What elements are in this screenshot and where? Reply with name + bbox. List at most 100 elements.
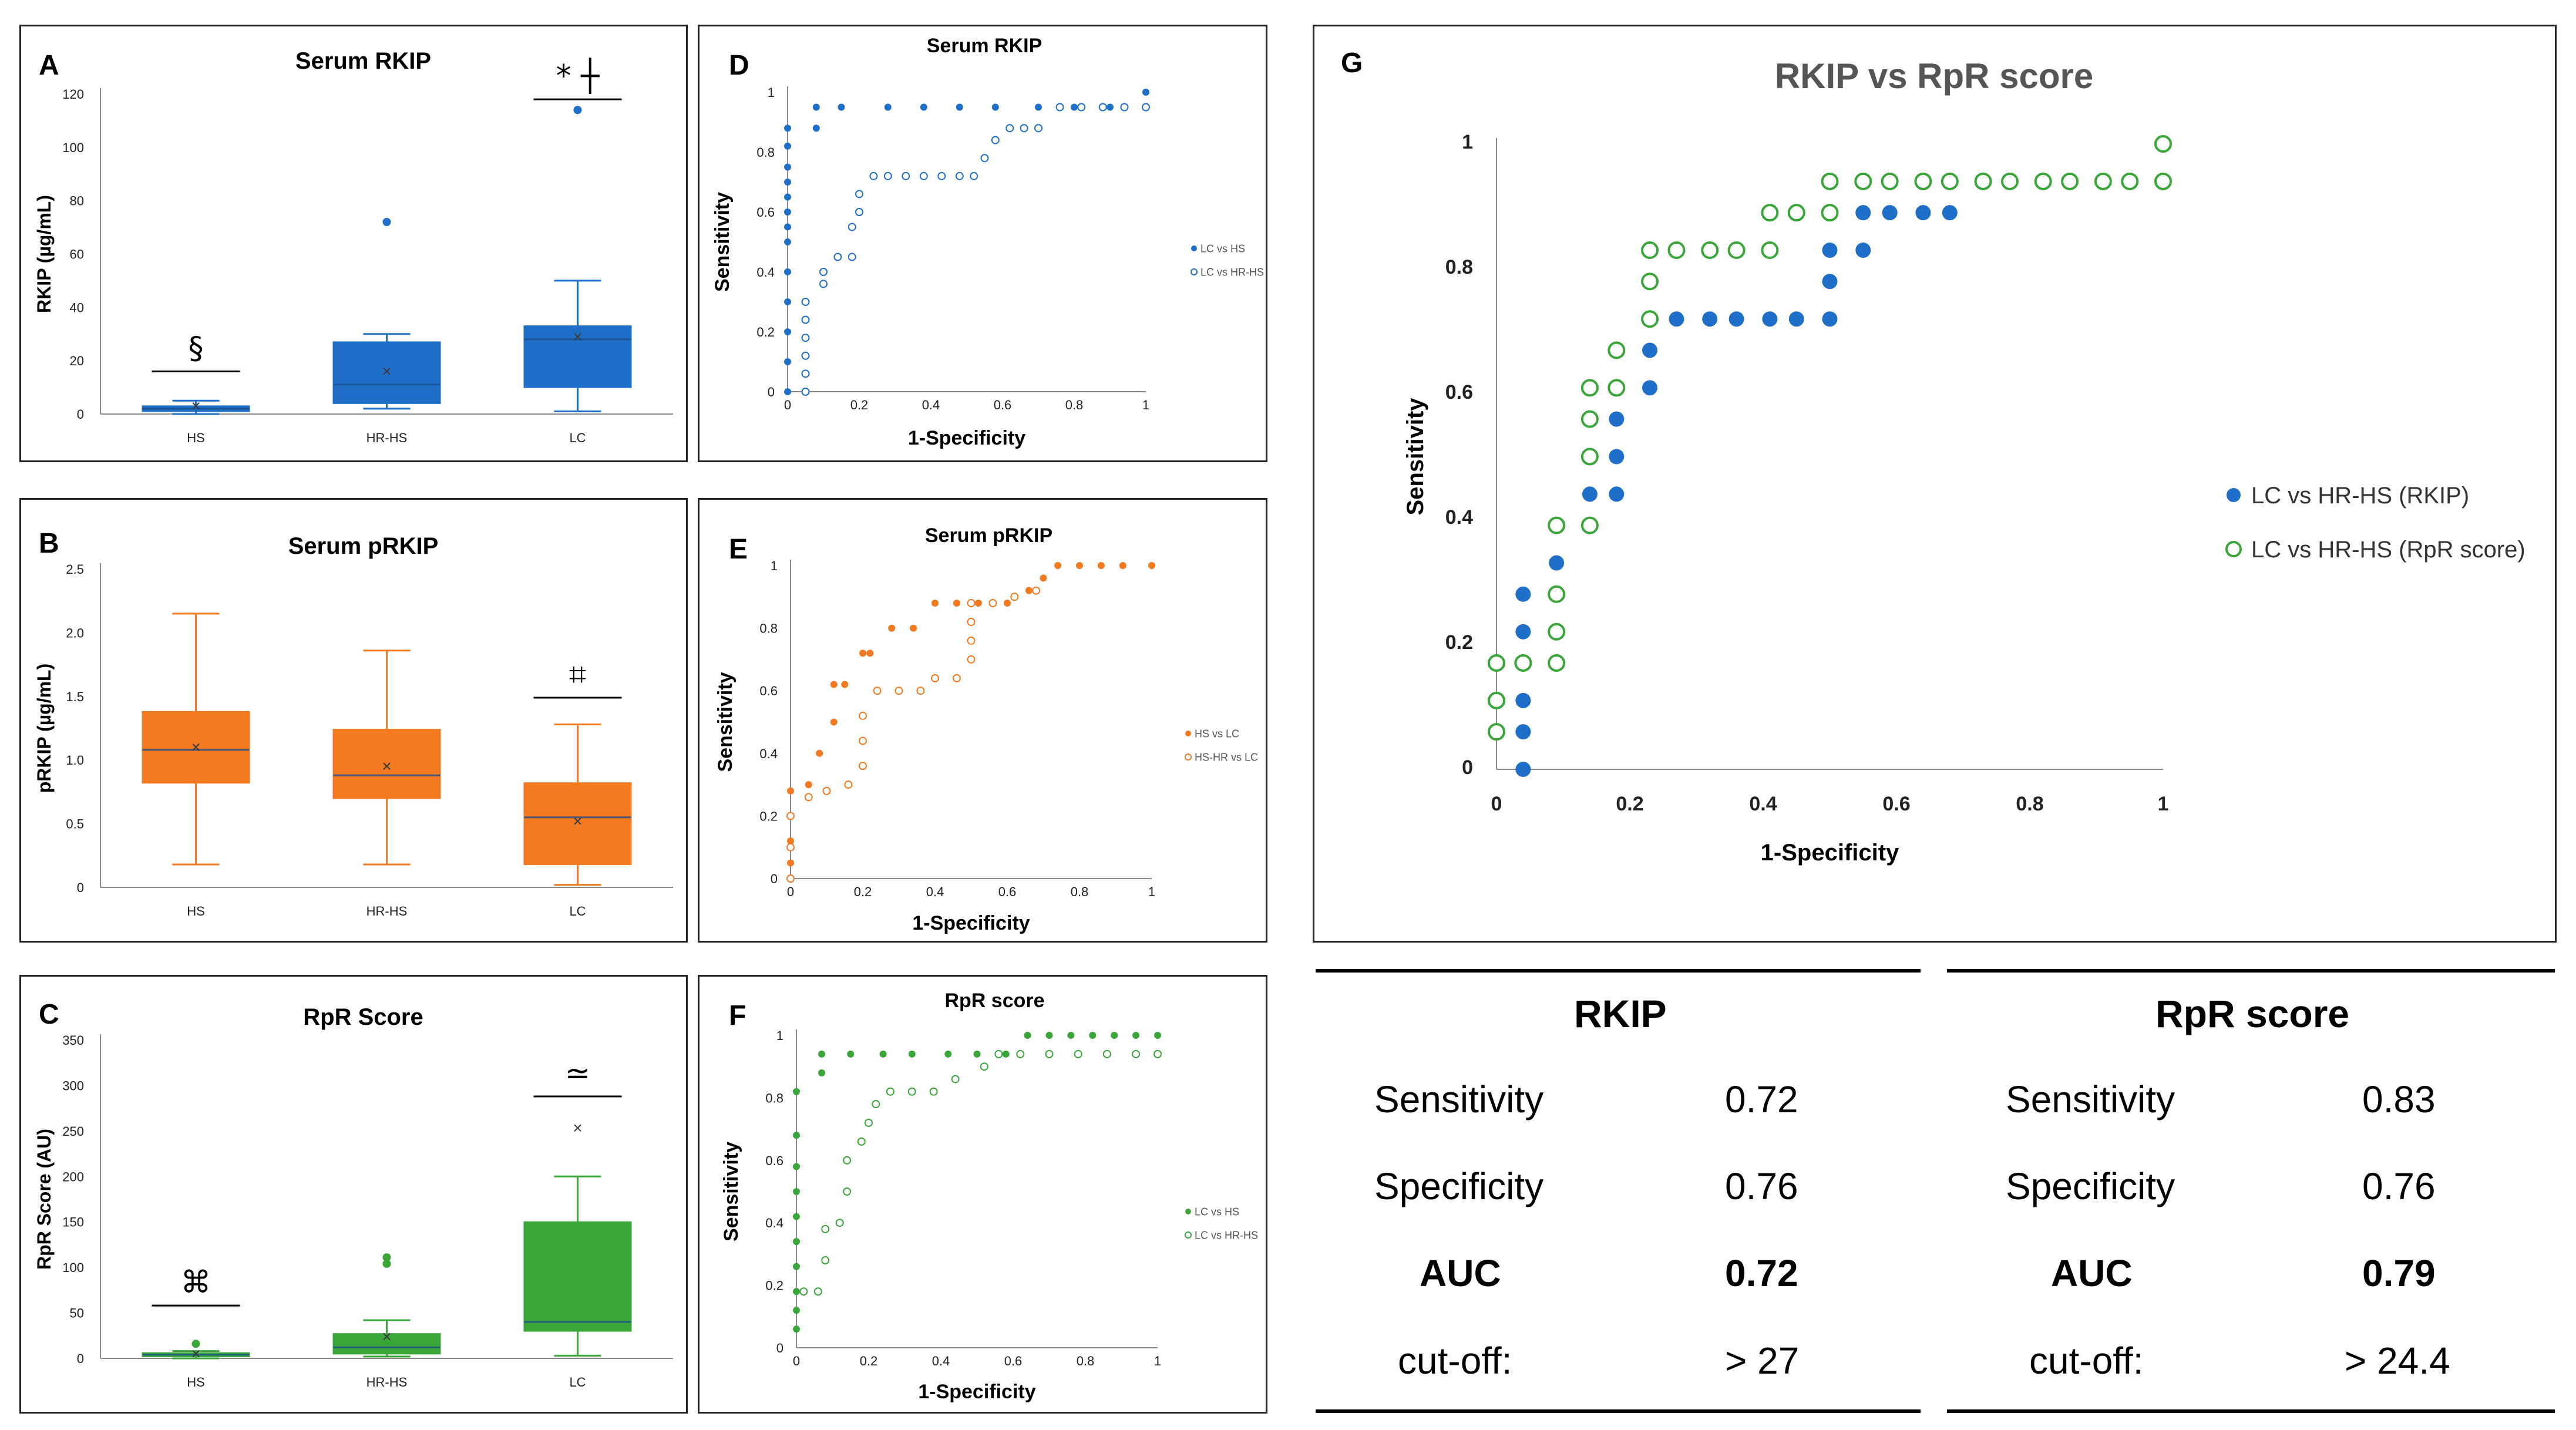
- roc-point: [1071, 103, 1078, 111]
- roc-point: [799, 1287, 808, 1296]
- roc-point: [1821, 204, 1839, 222]
- roc-point: [1609, 449, 1625, 465]
- x-tick-label: 0: [793, 1354, 800, 1368]
- roc-point: [1549, 555, 1565, 571]
- y-tick-label: 0.4: [1445, 506, 1473, 529]
- roc-point: [1974, 172, 1992, 190]
- roc-point: [848, 223, 856, 231]
- outlier-point: [382, 1259, 391, 1268]
- chart-title: Serum pRKIP: [288, 533, 439, 559]
- chart-a-boxplot: A Serum RKIP RKIP (µg/mL) 0 20 40 60 80 100 120 HS…: [33, 48, 673, 445]
- roc-point: [1701, 241, 1719, 260]
- x-tick-label: 0: [787, 884, 794, 899]
- y-tick-label: 50: [70, 1306, 84, 1321]
- roc-point: [1641, 310, 1659, 328]
- rkip-specificity-label: Specificity: [1374, 1165, 1544, 1207]
- roc-point: [801, 315, 810, 324]
- roc-point: [804, 793, 813, 802]
- x-tick-label: 0.8: [2016, 793, 2043, 815]
- table-bottom-rule-rpr: [1947, 1409, 2555, 1413]
- y-tick-label: 0: [77, 407, 84, 422]
- y-tick-label: 0: [77, 1351, 84, 1366]
- roc-point: [784, 358, 791, 365]
- y-tick-label: 1: [768, 85, 775, 100]
- roc-point: [1548, 516, 1566, 534]
- roc-point: [844, 780, 853, 789]
- legend-label: HS vs LC: [1195, 728, 1239, 739]
- roc-point: [793, 1132, 800, 1139]
- roc-point: [973, 1050, 981, 1058]
- roc-point: [784, 193, 791, 201]
- rpr-sensitivity-label: Sensitivity: [2006, 1078, 2175, 1121]
- box-iqr: [332, 1333, 441, 1355]
- roc-point: [1580, 379, 1599, 397]
- roc-point: [910, 624, 917, 632]
- chart-f-roc: F RpR score 1-Specificity Sensitivity 0 0.2 0.…: [720, 990, 1258, 1403]
- roc-point: [841, 681, 849, 688]
- roc-point: [951, 1075, 960, 1084]
- roc-point: [855, 190, 863, 198]
- roc-point: [1002, 1050, 1010, 1058]
- roc-point: [1667, 241, 1686, 260]
- roc-point: [1076, 562, 1083, 569]
- chart-d-roc: D Serum RKIP 1-Specificity Sensitivity 0 0.2 0…: [711, 35, 1264, 449]
- roc-point: [2000, 172, 2019, 190]
- mean-marker: ×: [382, 362, 391, 380]
- roc-point: [2061, 172, 2079, 190]
- panel-letter: C: [39, 999, 59, 1030]
- roc-point: [812, 125, 820, 132]
- box-iqr: [523, 1221, 632, 1332]
- y-tick-label: 0.6: [765, 1153, 783, 1168]
- roc-point: [819, 280, 828, 288]
- roc-point: [1488, 691, 1505, 709]
- roc-point: [1077, 103, 1086, 112]
- legend-label: LC vs HS: [1200, 243, 1245, 254]
- roc-point: [1020, 124, 1028, 133]
- roc-point: [793, 1163, 800, 1170]
- legend-marker: [1185, 1232, 1192, 1239]
- roc-point: [793, 1288, 800, 1296]
- panel-letter: E: [729, 534, 748, 565]
- table-top-rule-rkip: [1316, 969, 1921, 973]
- x-tick-label: 0.4: [1749, 793, 1777, 815]
- outlier-point: [382, 218, 391, 226]
- roc-point: [1548, 585, 1566, 603]
- roc-point: [872, 1100, 880, 1109]
- roc-point: [929, 1087, 938, 1096]
- y-tick-label: 0.6: [756, 205, 775, 220]
- roc-point: [907, 1087, 916, 1096]
- roc-point: [1040, 574, 1047, 582]
- panel-letter: F: [729, 1000, 746, 1031]
- mean-marker: ×: [382, 757, 391, 775]
- significance-symbol: ⌗: [569, 657, 586, 692]
- x-tick-label: 0.2: [850, 398, 869, 412]
- roc-point: [859, 650, 866, 657]
- y-tick-label: 0: [77, 880, 84, 895]
- roc-point: [1148, 562, 1155, 569]
- x-tick-label: HS: [187, 430, 205, 445]
- y-tick-label: 1: [776, 1028, 783, 1043]
- roc-point: [1045, 1049, 1054, 1058]
- roc-point: [784, 298, 791, 305]
- roc-point: [1855, 205, 1871, 221]
- roc-point: [1488, 654, 1505, 672]
- roc-point: [1111, 1032, 1118, 1039]
- outlier-point: [382, 1253, 391, 1262]
- roc-point: [1641, 241, 1659, 260]
- mean-marker: ×: [382, 1327, 391, 1345]
- rkip-sensitivity-label: Sensitivity: [1374, 1078, 1544, 1121]
- rkip-header: RKIP: [1574, 992, 1667, 1035]
- panel-b: B Serum pRKIP pRKIP (µg/mL) 0 0.5 1.0 1.5 2.0 2.…: [19, 498, 688, 943]
- y-axis-label: Sensitivity: [720, 1142, 742, 1241]
- significance-symbol: * ┼: [556, 58, 600, 94]
- roc-point: [902, 171, 910, 180]
- x-tick-label: 0.2: [860, 1354, 878, 1368]
- box-iqr: [332, 729, 441, 799]
- roc-point: [2154, 172, 2172, 190]
- roc-point: [866, 650, 874, 657]
- roc-point: [1074, 1049, 1082, 1058]
- y-tick-label: 20: [70, 354, 84, 368]
- mean-marker: ×: [191, 738, 200, 756]
- y-tick-label: 100: [62, 140, 84, 155]
- roc-point: [801, 351, 810, 360]
